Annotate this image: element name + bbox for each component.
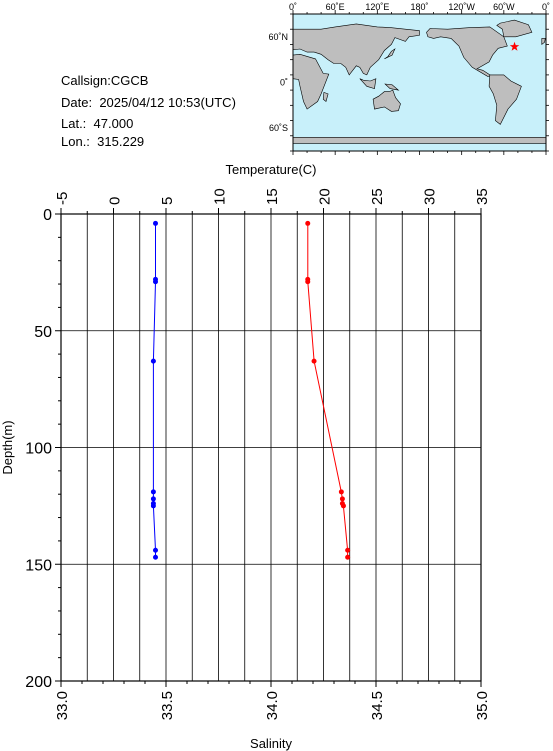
- map-lon-label-0: 0˚: [289, 2, 297, 12]
- map-landmass-3: [426, 26, 508, 77]
- map-lon-label-3: 180˚: [410, 2, 428, 12]
- location-map: 0˚ 60˚E 120˚E 180˚ 120˚W 60˚W 0˚ 60˚N 0˚ 60˚S: [268, 2, 550, 155]
- salinity-profile-point: [153, 220, 158, 226]
- temperature-tick-label-2: 5: [159, 197, 176, 205]
- temperature-profile-point: [305, 279, 311, 285]
- station-marker-star: [509, 41, 520, 51]
- salinity-tick-label-3: 34.5: [369, 691, 386, 720]
- temperature-tick-label-6: 25: [369, 188, 386, 205]
- temperature-profile-point: [345, 547, 351, 553]
- depth-tick-label-1: 50: [34, 324, 52, 341]
- map-lon-label-5: 60˚W: [493, 2, 515, 12]
- map-landmass-0: [292, 23, 420, 76]
- map-landmass-2: [372, 89, 401, 112]
- depth-tick-label-4: 200: [25, 674, 52, 691]
- salinity-tick-label-4: 35.0: [474, 691, 491, 720]
- temperature-tick-label-8: 35: [474, 188, 491, 205]
- temperature-profile-point: [339, 496, 345, 502]
- map-landmass-8: [359, 78, 377, 89]
- salinity-tick-label-0: 33.0: [54, 691, 71, 720]
- map-lat-label-0: 60˚N: [268, 32, 288, 42]
- date-text: Date: 2025/04/12 10:53(UTC): [61, 95, 236, 110]
- salinity-profile-point: [150, 489, 156, 495]
- temperature-profile-point: [311, 358, 317, 364]
- map-landmass-7: [384, 48, 396, 60]
- map-lon-label-4: 120˚W: [448, 2, 475, 12]
- salinity-profile-point: [153, 279, 158, 285]
- salinity-profile-point: [150, 496, 156, 502]
- temperature-profile-point: [340, 503, 346, 509]
- salinity-axis-title: Salinity: [250, 736, 292, 751]
- map-lon-label-1: 60˚E: [326, 2, 345, 12]
- salinity-tick-label-1: 33.5: [159, 691, 176, 720]
- depth-tick-label-0: 0: [43, 207, 52, 224]
- temperature-tick-label-5: 20: [317, 188, 334, 205]
- temperature-tick-label-7: 30: [422, 188, 439, 205]
- callsign-text: Callsign:CGCB: [61, 73, 149, 88]
- map-lon-label-2: 120˚E: [365, 2, 389, 12]
- map-lat-label-2: 60˚S: [269, 123, 288, 133]
- map-landmass-11: [541, 38, 546, 46]
- temperature-axis-title: Temperature(C): [225, 162, 316, 177]
- temperature-tick-label-3: 10: [212, 188, 229, 205]
- temperature-tick-label-0: -5: [54, 192, 71, 205]
- map-lon-label-6: 0˚: [542, 2, 550, 12]
- temperature-profile-point: [345, 554, 351, 560]
- map-landmass-4: [488, 74, 522, 125]
- depth-tick-label-3: 150: [25, 557, 52, 574]
- salinity-tick-label-2: 34.0: [264, 691, 281, 720]
- temperature-profile-point: [338, 489, 344, 495]
- salinity-profile-point: [150, 503, 156, 509]
- map-landmass-5: [496, 19, 533, 38]
- temperature-tick-label-4: 15: [264, 188, 281, 205]
- map-landmass-1: [292, 53, 330, 110]
- salinity-profile-point: [150, 358, 156, 364]
- map-landmass-9: [384, 83, 400, 91]
- depth-axis-title: Depth(m): [0, 420, 15, 474]
- temperature-tick-label-1: 0: [107, 197, 124, 205]
- salinity-profile-point: [153, 547, 158, 553]
- map-landmass-10: [322, 91, 329, 103]
- map-lat-label-1: 0˚: [280, 78, 288, 88]
- longitude-text: Lon.: 315.229: [61, 134, 145, 149]
- latitude-text: Lat.: 47.000: [61, 116, 134, 131]
- depth-tick-label-2: 100: [25, 441, 52, 458]
- salinity-profile-point: [153, 554, 158, 560]
- temperature-profile-point: [305, 220, 311, 226]
